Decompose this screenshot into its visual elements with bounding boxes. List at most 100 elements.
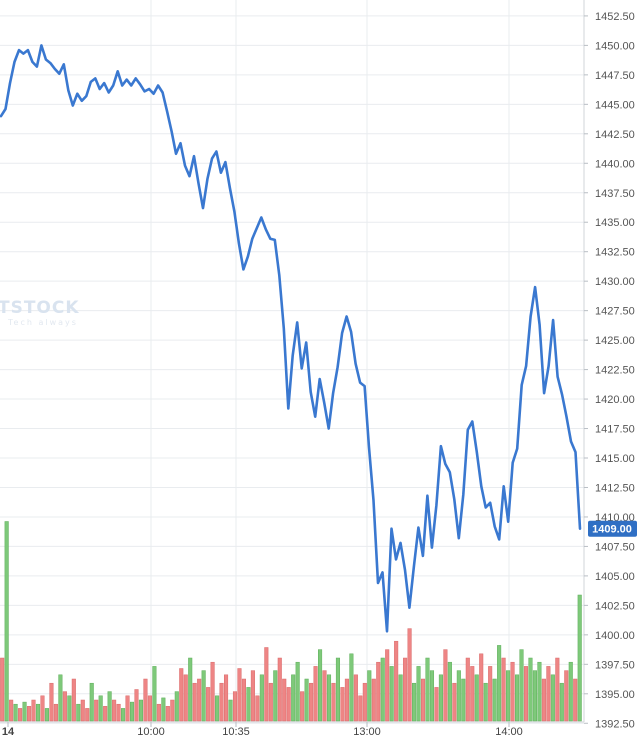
volume-bar (98, 695, 103, 722)
y-tick-label: 1412.50 (595, 482, 635, 494)
volume-bar (537, 661, 542, 722)
volume-bar (331, 682, 336, 722)
volume-bar (264, 647, 269, 722)
volume-bar (474, 674, 479, 722)
volume-bar (112, 699, 117, 722)
volume-bar (434, 687, 439, 722)
volume-bar (71, 678, 76, 722)
x-tick-label: 10:00 (137, 726, 165, 738)
volume-bar (555, 657, 560, 722)
y-tick-label: 1427.50 (595, 306, 635, 318)
volume-bar (371, 678, 376, 722)
volume-bar (353, 674, 358, 722)
volume-bar (340, 687, 345, 722)
volume-bar (465, 657, 470, 722)
volume-bar (273, 670, 278, 722)
volume-bar (53, 703, 58, 722)
volume-bar (165, 706, 170, 722)
volume-bar (103, 706, 108, 722)
volume-bar (492, 678, 497, 722)
volume-bar (268, 682, 273, 722)
y-tick-label: 1437.50 (595, 188, 635, 200)
volume-bar (44, 708, 49, 722)
volume-bar (398, 674, 403, 722)
volume-bar (573, 678, 578, 722)
volume-bar (452, 682, 457, 722)
volume-bar (192, 682, 197, 722)
y-tick-label: 1422.50 (595, 365, 635, 377)
y-tick-label: 1415.00 (595, 453, 635, 465)
volume-bar (488, 666, 493, 722)
volume-bar (295, 661, 300, 722)
volume-bar (215, 695, 220, 722)
last-price-tag: 1409.00 (588, 520, 637, 537)
volume-bar (49, 682, 54, 722)
volume-bar (255, 695, 260, 722)
y-tick-label: 1435.00 (595, 217, 635, 229)
volume-bar (550, 674, 555, 722)
volume-bar (447, 661, 452, 722)
volume-bar (201, 670, 206, 722)
volume-bar (206, 687, 211, 722)
volume-bar (228, 699, 233, 722)
volume-bar (4, 521, 9, 722)
volume-bar (403, 657, 408, 722)
y-tick-label: 1407.50 (595, 541, 635, 553)
volume-bar (304, 678, 309, 722)
volume-bar (0, 657, 5, 722)
volume-bar (532, 670, 537, 722)
volume-bar (40, 695, 45, 722)
price-line (0, 44, 582, 633)
volume-bar (94, 699, 99, 722)
volume-bar (483, 682, 488, 722)
volume-bar (161, 697, 166, 722)
volume-bar (577, 594, 582, 722)
volume-bar (89, 682, 94, 722)
volume-bar (62, 691, 67, 722)
volume-bar (367, 670, 372, 722)
volume-bar (501, 657, 506, 722)
last-price-label: 1409.00 (592, 524, 632, 536)
last-price-tag-background (588, 520, 637, 537)
volume-bar (282, 678, 287, 722)
volume-bar (147, 695, 152, 722)
volume-bar (156, 703, 161, 722)
volume-bar (564, 670, 569, 722)
volume-bar (313, 666, 318, 722)
volume-bar (362, 682, 367, 722)
y-tick-label: 1452.50 (595, 11, 635, 23)
volume-bar (380, 657, 385, 722)
volume-bar (420, 678, 426, 722)
volume-bar (506, 670, 511, 722)
volume-bar (335, 657, 340, 722)
y-tick-label: 1397.50 (595, 659, 635, 671)
price-series (0, 44, 582, 633)
watermark-brand: TSTOCK (0, 298, 80, 318)
volume-bar (107, 691, 112, 722)
y-tick-label: 1405.00 (595, 571, 635, 583)
volume-bar (438, 674, 443, 722)
volume-bar (407, 628, 412, 722)
volume-bar (241, 678, 246, 722)
y-tick-label: 1392.50 (595, 718, 635, 730)
x-tick-label: 14:00 (495, 726, 523, 738)
volume-bar (22, 701, 27, 722)
volume-bar (309, 682, 314, 722)
volume-bar (523, 666, 529, 722)
volume-bar (197, 678, 202, 722)
volume-bar (9, 699, 14, 722)
volume-bar (85, 708, 90, 722)
x-tick-label: 10:35 (222, 726, 250, 738)
volume-bar (129, 701, 135, 722)
volume-bar (58, 674, 63, 722)
volume-bar (385, 649, 390, 722)
volume-bar (322, 670, 327, 722)
volume-bar (425, 657, 430, 722)
volume-bar (286, 687, 291, 722)
volume-bar (510, 661, 515, 722)
volume-bar (35, 703, 41, 722)
volume-bar (210, 661, 215, 722)
volume-bar (277, 657, 282, 722)
